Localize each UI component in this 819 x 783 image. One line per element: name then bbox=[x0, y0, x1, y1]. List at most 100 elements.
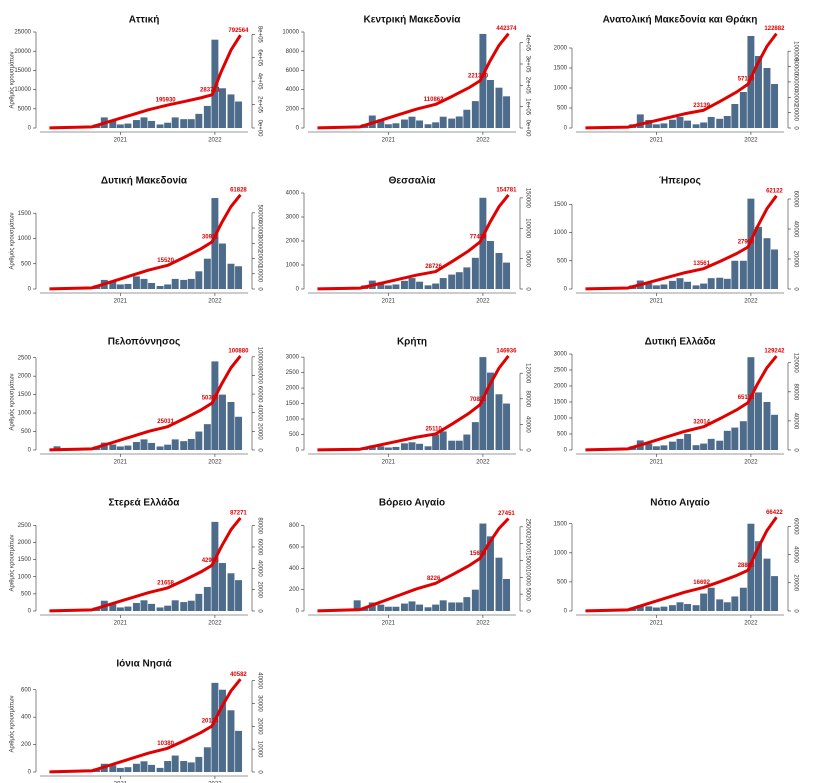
y-tick-label: 2000 bbox=[18, 374, 32, 380]
y-tick-label: 2500 bbox=[18, 355, 32, 361]
bar bbox=[652, 124, 660, 128]
y-axis-label: Αριθμός κρουσμάτων bbox=[9, 534, 16, 591]
x-tick-label: 2022 bbox=[744, 299, 758, 305]
bar bbox=[218, 689, 226, 772]
bar bbox=[723, 278, 731, 289]
value-label: 442374 bbox=[496, 26, 517, 32]
bar bbox=[495, 87, 503, 128]
x-tick-label: 2022 bbox=[476, 460, 490, 466]
y-tick-label: 2000 bbox=[18, 540, 32, 546]
y-tick-label: 0 bbox=[296, 609, 300, 615]
y2-tick-label: 20000 bbox=[256, 581, 262, 598]
bar bbox=[486, 536, 494, 611]
x-tick-label: 2022 bbox=[208, 299, 222, 305]
y-tick-label: 2000 bbox=[554, 384, 568, 390]
y2-tick-label: 6e+05 bbox=[256, 49, 262, 67]
chart-title: Στερεά Ελλάδα bbox=[109, 498, 181, 509]
x-tick-label: 2021 bbox=[382, 138, 396, 144]
bar bbox=[692, 445, 700, 450]
y-tick-label: 500 bbox=[557, 432, 568, 438]
y2-tick-label: 80000 bbox=[256, 517, 262, 534]
bar bbox=[211, 682, 219, 772]
bar bbox=[187, 438, 195, 450]
bar bbox=[463, 597, 471, 611]
y-tick-label: 1500 bbox=[554, 400, 568, 406]
bar bbox=[645, 283, 653, 289]
bar bbox=[116, 124, 124, 128]
bar bbox=[164, 284, 172, 289]
bar bbox=[235, 266, 243, 289]
bar bbox=[747, 357, 755, 450]
y-tick-label: 500 bbox=[21, 429, 32, 435]
bar bbox=[416, 120, 424, 128]
bar bbox=[636, 114, 644, 128]
bar bbox=[187, 119, 195, 128]
cumulative-line bbox=[317, 194, 510, 291]
value-label: 20134 bbox=[202, 719, 219, 725]
y-tick-label: 200 bbox=[21, 742, 32, 748]
bar bbox=[723, 602, 731, 611]
bar bbox=[771, 249, 779, 289]
y2-tick-label: 0 bbox=[524, 448, 530, 452]
value-label: 221380 bbox=[468, 73, 489, 79]
bar bbox=[148, 120, 156, 128]
bar bbox=[486, 80, 494, 128]
y2-tick-label: 100000 bbox=[256, 347, 262, 368]
y-tick-label: 0 bbox=[28, 448, 32, 454]
y-tick-label: 2000 bbox=[286, 239, 300, 245]
bar bbox=[700, 443, 708, 450]
value-label: 27993 bbox=[738, 240, 755, 246]
y2-tick-label: 8e+05 bbox=[256, 26, 262, 44]
value-label: 792564 bbox=[228, 28, 249, 34]
x-tick-label: 2022 bbox=[744, 138, 758, 144]
bar bbox=[439, 431, 447, 450]
y-tick-label: 3000 bbox=[286, 355, 300, 361]
y2-tick-label: 10000 bbox=[524, 569, 530, 586]
bar bbox=[195, 756, 203, 772]
y2-tick-label: 20000 bbox=[256, 423, 262, 440]
value-label: 154781 bbox=[496, 188, 517, 194]
value-label: 30911 bbox=[202, 234, 219, 240]
bar bbox=[700, 122, 708, 128]
y2-tick-label: 20000 bbox=[792, 574, 798, 591]
bar bbox=[424, 285, 432, 289]
y2-tick-label: 100000 bbox=[524, 218, 530, 239]
bar bbox=[408, 442, 416, 450]
chart-title: Δυτική Μακεδονία bbox=[101, 176, 188, 187]
value-label: 195930 bbox=[156, 98, 177, 104]
x-tick-label: 2021 bbox=[650, 299, 664, 305]
chart-title: Κρήτη bbox=[397, 337, 427, 348]
bar bbox=[235, 730, 243, 772]
bar bbox=[448, 602, 456, 611]
bar bbox=[448, 440, 456, 450]
bar bbox=[471, 422, 479, 450]
y2-tick-label: 40000 bbox=[792, 546, 798, 563]
y-tick-label: 0 bbox=[564, 448, 568, 454]
bar bbox=[684, 281, 692, 289]
y2-tick-label: 60000 bbox=[792, 518, 798, 535]
bar bbox=[660, 123, 668, 128]
bar bbox=[187, 600, 195, 611]
bar bbox=[668, 119, 676, 128]
y-tick-label: 3000 bbox=[554, 352, 568, 358]
y-tick-label: 0 bbox=[564, 287, 568, 293]
bar bbox=[731, 104, 739, 128]
y-axis-label: Αριθμός κρουσμάτων bbox=[9, 212, 16, 269]
bar bbox=[692, 605, 700, 611]
bar bbox=[668, 280, 676, 289]
bar bbox=[463, 434, 471, 450]
y2-tick-label: 0 bbox=[256, 770, 262, 774]
y2-tick-label: 0 bbox=[256, 287, 262, 291]
bar bbox=[109, 120, 117, 128]
y-axis-label: Αριθμός κρουσμάτων bbox=[9, 51, 16, 108]
y2-tick-label: 30000 bbox=[256, 695, 262, 712]
bar bbox=[132, 276, 140, 289]
y-axis-label: Αριθμός κρουσμάτων bbox=[9, 695, 16, 752]
bar bbox=[203, 587, 211, 611]
value-label: 146936 bbox=[496, 349, 517, 355]
cumulative-line bbox=[585, 32, 778, 130]
y2-tick-label: 5000 bbox=[524, 587, 530, 601]
bar bbox=[400, 280, 408, 289]
y-tick-label: 10000 bbox=[14, 87, 31, 93]
bar bbox=[645, 606, 653, 611]
